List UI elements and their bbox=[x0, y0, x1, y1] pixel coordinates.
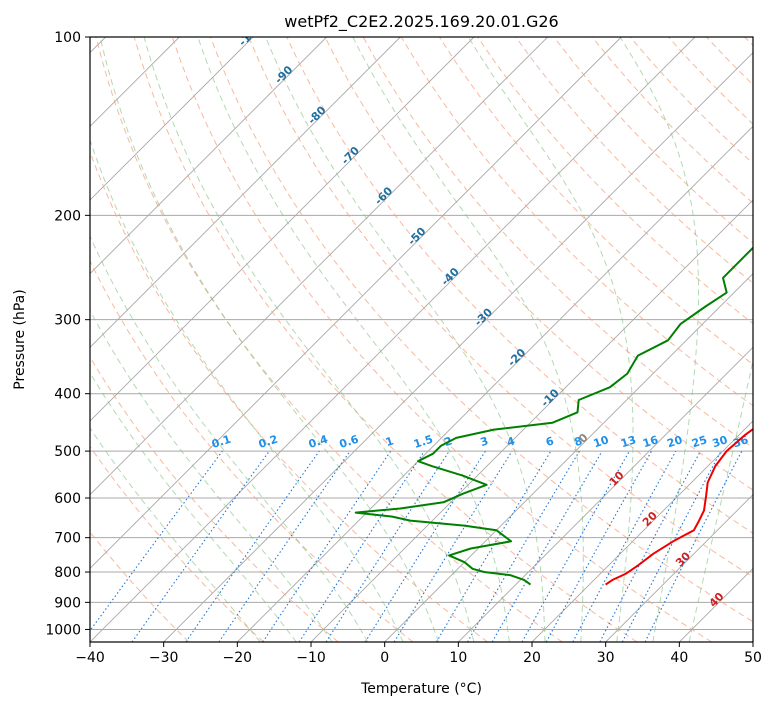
y-tick-label: 400 bbox=[54, 387, 81, 403]
x-tick-label: −10 bbox=[296, 650, 326, 666]
x-tick-label: 0 bbox=[380, 650, 389, 666]
x-tick-label: −40 bbox=[75, 650, 105, 666]
y-tick-label: 500 bbox=[54, 444, 81, 460]
x-axis-label: Temperature (°C) bbox=[360, 681, 482, 697]
y-tick-label: 700 bbox=[54, 531, 81, 547]
y-tick-label: 200 bbox=[54, 208, 81, 224]
y-tick-label: 600 bbox=[54, 491, 81, 507]
y-tick-label: 800 bbox=[54, 565, 81, 581]
x-tick-label: 50 bbox=[744, 650, 762, 666]
y-tick-label: 1000 bbox=[45, 622, 81, 638]
y-tick-label: 900 bbox=[54, 595, 81, 611]
chart-title: wetPf2_C2E2.2025.169.20.01.G26 bbox=[284, 12, 558, 32]
x-tick-label: 30 bbox=[597, 650, 615, 666]
y-axis-label: Pressure (hPa) bbox=[12, 289, 28, 389]
x-tick-label: 40 bbox=[670, 650, 688, 666]
x-tick-label: −30 bbox=[149, 650, 179, 666]
y-tick-label: 300 bbox=[54, 313, 81, 329]
x-tick-label: −20 bbox=[223, 650, 253, 666]
x-tick-label: 20 bbox=[523, 650, 541, 666]
y-tick-label: 100 bbox=[54, 30, 81, 46]
x-tick-label: 10 bbox=[449, 650, 467, 666]
